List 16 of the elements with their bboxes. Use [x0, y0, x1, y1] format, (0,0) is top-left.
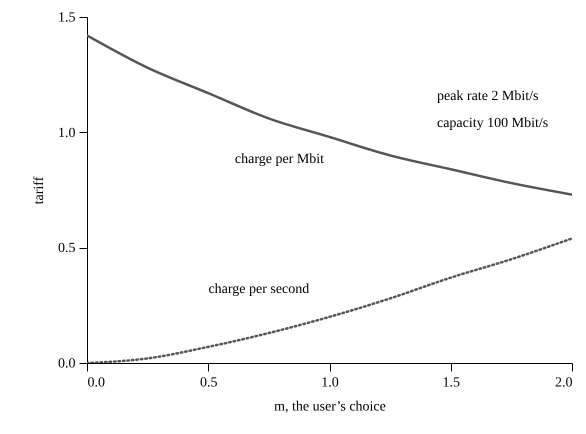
y-tick-label: 0.0	[58, 356, 76, 372]
x-tick-label: 0.0	[88, 376, 105, 390]
x-tick-label: 0.5	[200, 376, 218, 390]
x-tick-label: 1.5	[442, 376, 460, 390]
series-label: charge per second	[208, 282, 310, 298]
y-tick-label: 1.5	[58, 10, 76, 26]
y-axis-title: tariff	[32, 176, 47, 204]
x-axis-title: m, the user’s choice	[274, 400, 386, 414]
annotation: peak rate 2 Mbit/s	[437, 89, 538, 104]
annotation: capacity 100 Mbit/s	[437, 116, 548, 131]
x-tick-label: 1.0	[321, 376, 339, 390]
y-tick-label: 0.5	[58, 241, 76, 256]
x-tick-label: 2.0	[555, 376, 572, 390]
line-series	[87, 34, 572, 196]
y-tick-label: 1.0	[58, 126, 76, 141]
series-label: charge per Mbit	[234, 152, 324, 167]
